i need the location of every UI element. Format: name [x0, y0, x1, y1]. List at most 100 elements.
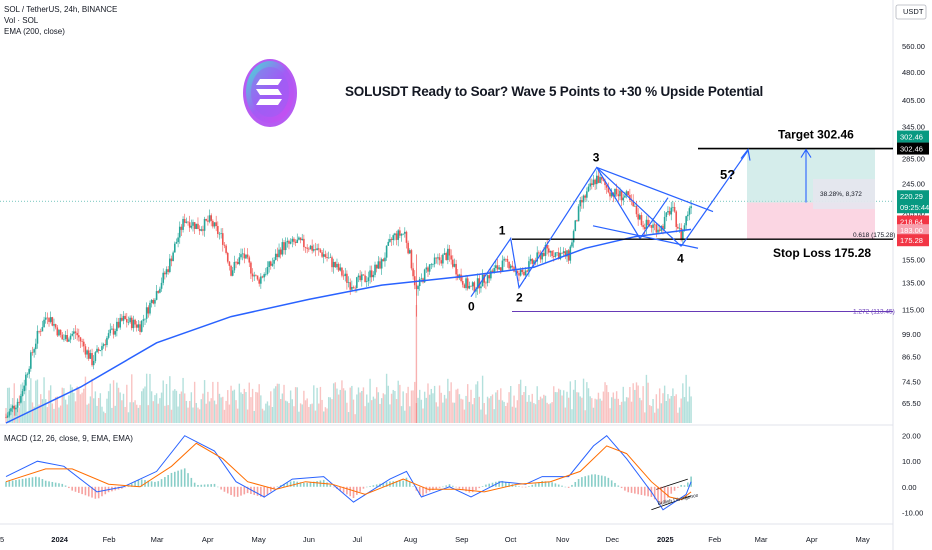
macd-histogram-bar — [81, 486, 83, 495]
macd-histogram-bar — [121, 486, 123, 489]
candle-body — [452, 259, 454, 267]
candle-body — [18, 401, 21, 403]
volume-bar — [567, 397, 570, 423]
volume-bar — [596, 399, 598, 423]
volume-bar — [371, 400, 373, 423]
volume-bar — [142, 388, 145, 423]
volume-bar — [160, 392, 163, 423]
volume-bar — [220, 397, 222, 423]
candle-body — [622, 197, 625, 201]
ema-200-path — [5, 228, 692, 424]
macd-histogram-bar — [660, 486, 663, 504]
candle-body — [339, 267, 342, 271]
volume-bar — [46, 407, 49, 423]
macd-histogram-bar — [538, 482, 540, 487]
volume-bar — [193, 381, 196, 423]
candle-body — [405, 231, 408, 243]
candle-body — [96, 348, 98, 353]
volume-bar — [40, 394, 42, 423]
price-tick: 135.00 — [902, 279, 925, 288]
volume-bar — [685, 374, 687, 423]
volume-bar — [359, 392, 361, 423]
volume-bar — [471, 404, 474, 423]
volume-bar — [342, 388, 345, 423]
volume-bar — [276, 383, 279, 423]
candle-body — [581, 200, 583, 203]
candle-body — [296, 239, 299, 243]
macd-histogram-bar — [263, 486, 265, 498]
candle-body — [54, 324, 57, 328]
candle-body — [306, 247, 308, 249]
volume-bar — [169, 376, 171, 423]
volume-bar — [614, 398, 616, 423]
candle-body — [197, 223, 199, 230]
volume-bar — [514, 407, 517, 423]
volume-bar — [354, 414, 356, 423]
stop-loss-label: Stop Loss 175.28 — [773, 246, 871, 260]
candle-body — [258, 279, 260, 284]
macd-histogram-bar — [452, 485, 454, 487]
candle-body — [173, 243, 176, 253]
volume-bar — [213, 400, 216, 423]
macd-histogram-bar — [670, 486, 673, 494]
candle-body — [311, 245, 313, 251]
macd-histogram-bar — [491, 482, 494, 487]
volume-bar — [33, 406, 35, 423]
volume-bar — [222, 396, 224, 423]
volume-bar — [511, 406, 514, 423]
candle-body — [203, 218, 206, 231]
candle-body — [445, 253, 447, 260]
wave-5-arrowhead — [740, 148, 751, 161]
candle-body — [289, 241, 292, 244]
candle-body — [139, 324, 141, 332]
volume-bar — [519, 379, 522, 423]
macd-histogram-bar — [584, 476, 586, 487]
ema-legend[interactable]: EMA (200, close) — [4, 27, 65, 36]
volume-bar — [428, 394, 431, 423]
candle-body — [107, 333, 110, 338]
candle-body — [329, 257, 332, 258]
volume-bar — [533, 403, 535, 423]
candle-body — [418, 279, 421, 287]
candle-body — [240, 254, 242, 258]
candle-body — [91, 353, 93, 366]
macd-histogram-bar — [84, 486, 87, 496]
macd-histogram-bar — [266, 486, 269, 495]
candle-body — [308, 248, 310, 250]
candle-body — [68, 339, 70, 342]
time-tick: Mar — [755, 535, 768, 544]
candle-body — [167, 269, 169, 272]
macd-histogram-bar — [528, 486, 530, 487]
candle-body — [503, 258, 505, 261]
volume-bar — [658, 388, 661, 423]
candle-body — [662, 225, 664, 229]
volume-bar — [23, 400, 25, 423]
macd-histogram-bar — [306, 482, 308, 487]
volume-bar — [617, 398, 619, 423]
macd-histogram-bar — [256, 486, 259, 496]
volume-bar — [414, 381, 416, 423]
volume-legend[interactable]: Vol · SOL — [4, 16, 39, 25]
volume-spike — [415, 305, 418, 423]
candle-body — [375, 264, 378, 269]
volume-bar — [35, 380, 37, 423]
candle-body — [564, 251, 567, 257]
macd-histogram-bar — [210, 484, 213, 487]
macd-histogram-bar — [369, 485, 371, 487]
macd-legend[interactable]: MACD (12, 26, close, 9, EMA, EMA) — [4, 434, 133, 443]
volume-bar — [400, 406, 403, 423]
volume-bar — [99, 393, 102, 423]
candle-body — [470, 285, 472, 287]
candle-body — [59, 329, 62, 335]
time-tick: May — [252, 535, 266, 544]
macd-line — [5, 435, 692, 511]
candle-body — [624, 195, 626, 198]
macd-histogram-bar — [183, 468, 186, 487]
volume-bar — [480, 409, 482, 423]
candle-body — [344, 273, 347, 277]
candle-body — [356, 277, 358, 288]
macd-histogram-bar — [167, 475, 169, 487]
symbol-line[interactable]: SOL / TetherUS, 24h, BINANCE — [4, 5, 118, 14]
candle-body — [178, 226, 181, 238]
